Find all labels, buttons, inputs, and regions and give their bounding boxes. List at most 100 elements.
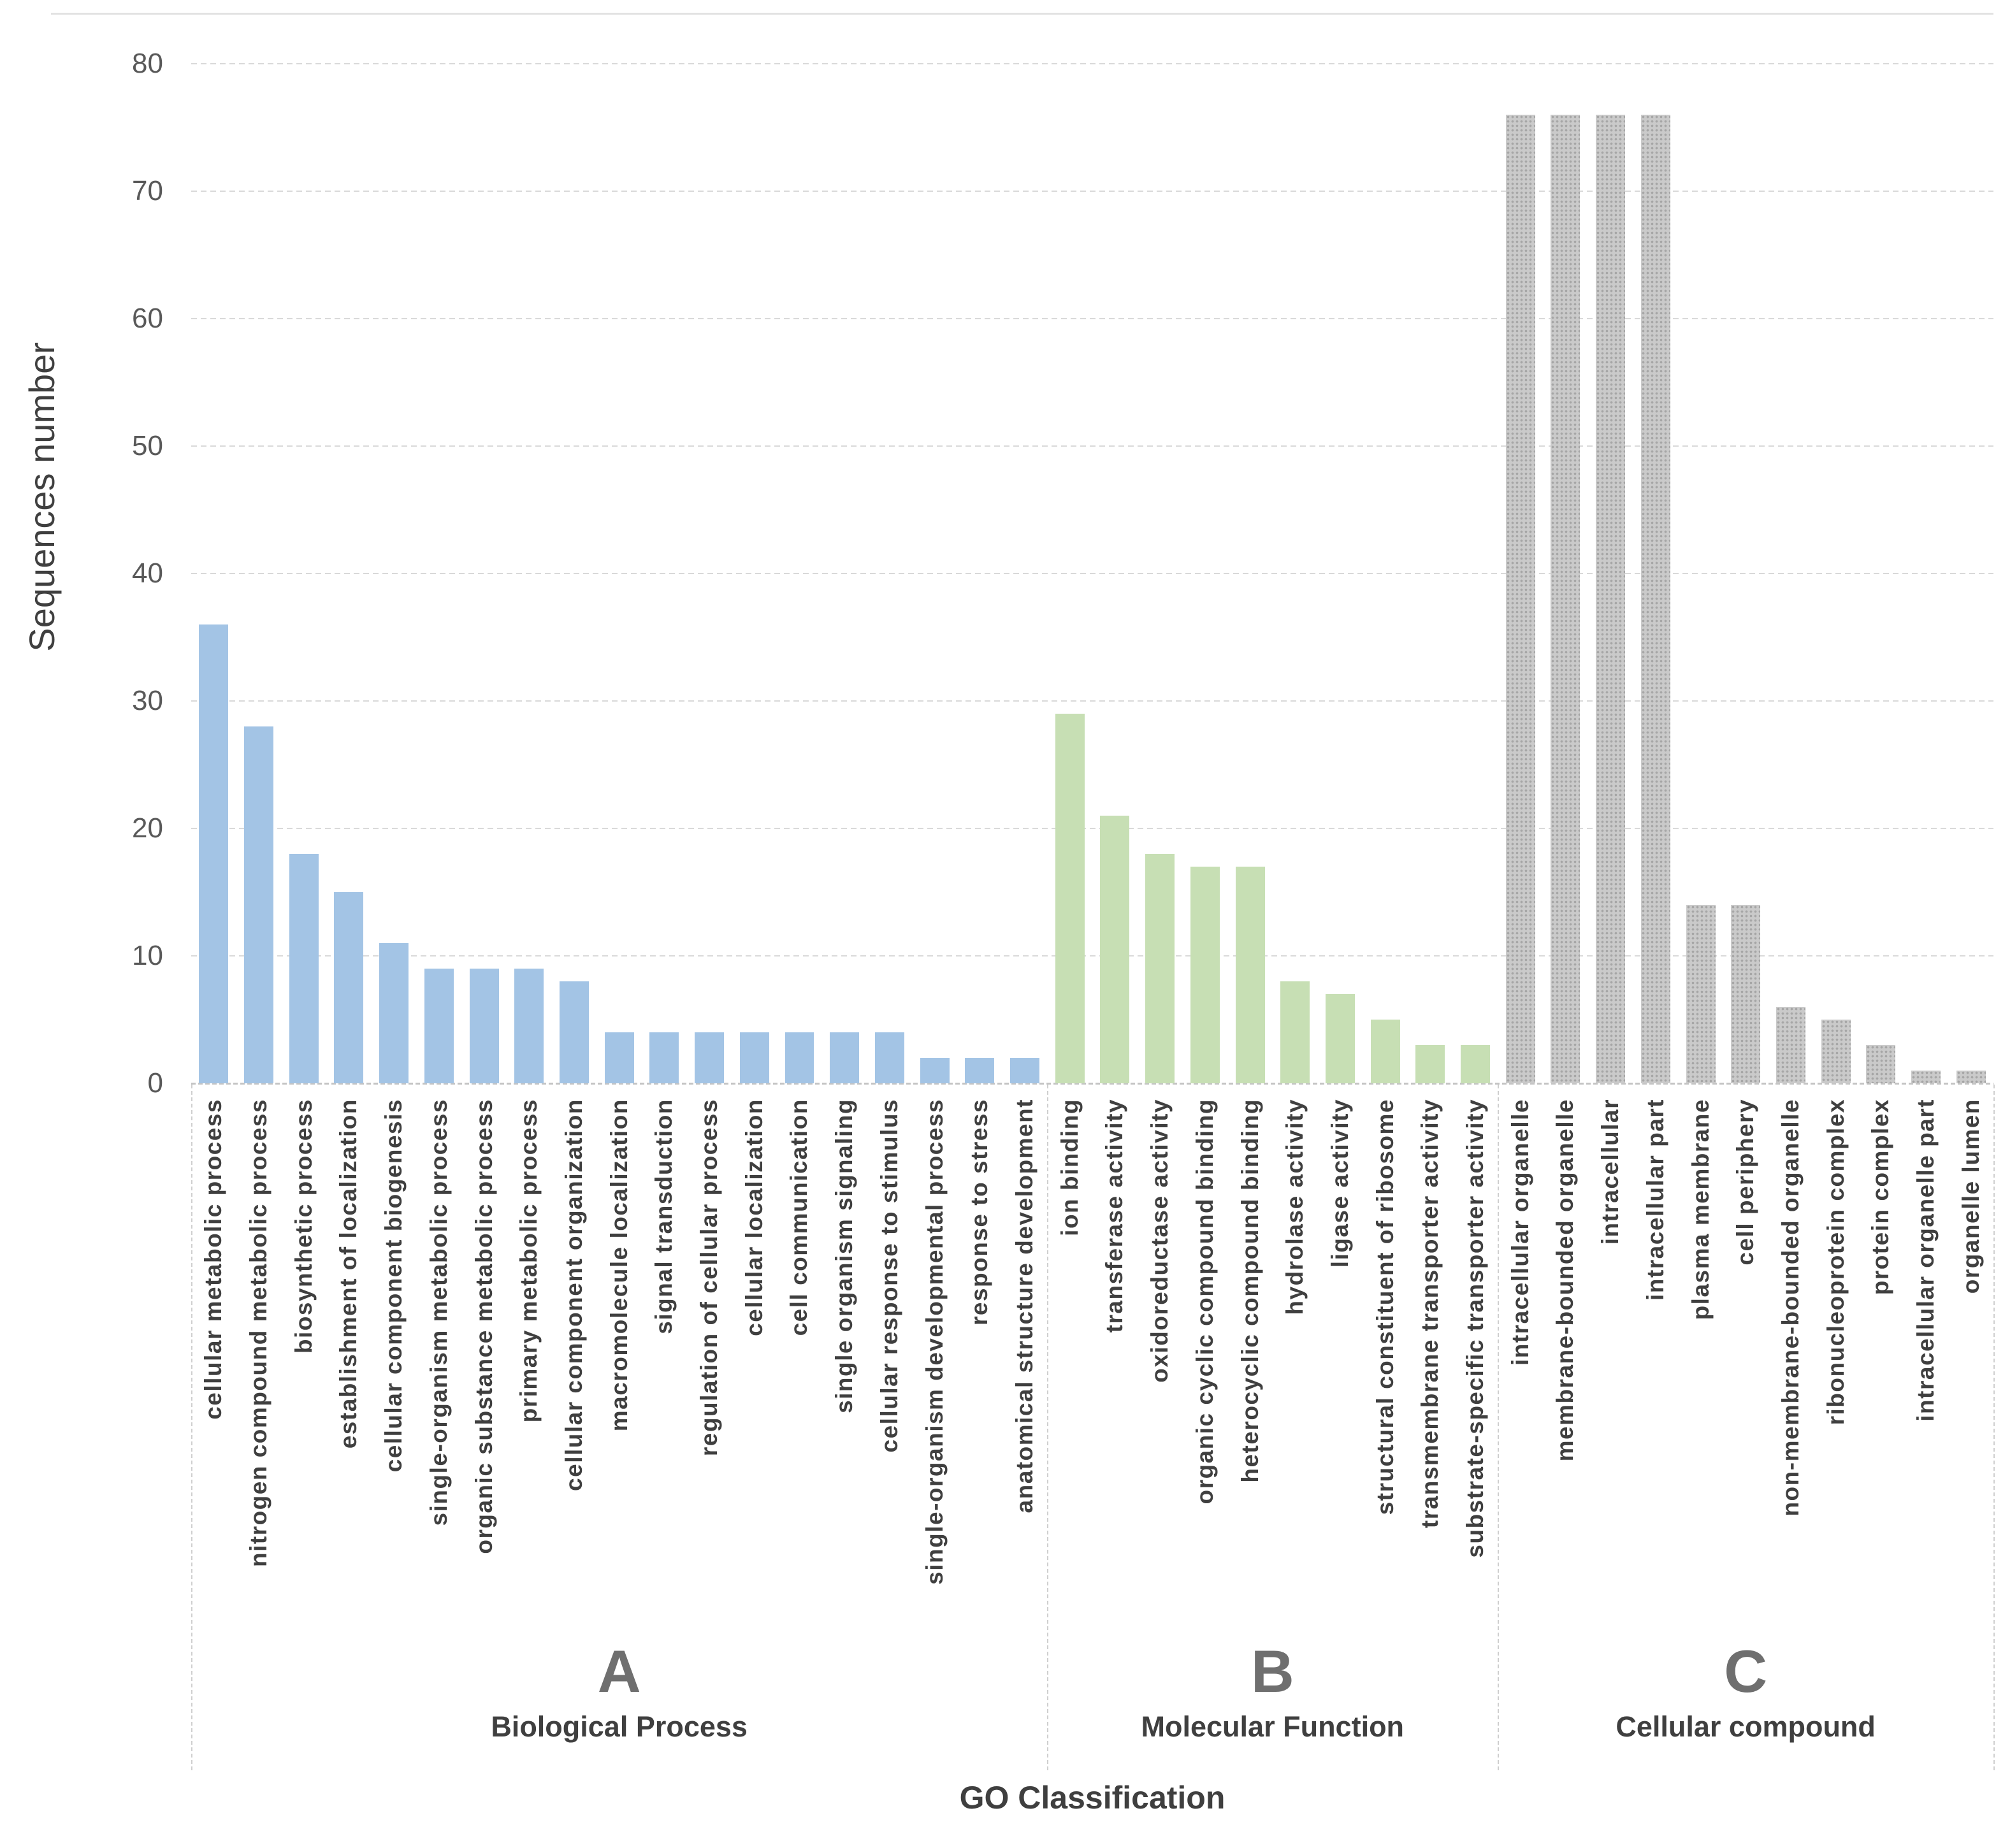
gridline-30 [191, 700, 1993, 702]
bar [379, 943, 409, 1083]
y-axis-tick-label: 40 [132, 558, 163, 589]
y-axis-tick-label: 10 [132, 940, 163, 971]
bar [1280, 981, 1310, 1083]
plot-area [191, 13, 1993, 1085]
y-axis-tick-label: 60 [132, 303, 163, 334]
group-dividers [191, 1085, 1995, 1770]
bar [1640, 115, 1670, 1083]
bars-container [191, 13, 1993, 1083]
group-letter-C: C [1724, 1638, 1768, 1705]
bar-slot [236, 726, 282, 1083]
bar [1100, 816, 1130, 1083]
bar-slot [372, 943, 417, 1083]
y-axis-tick-label: 70 [132, 175, 163, 206]
bar [1461, 1045, 1491, 1083]
bar [965, 1058, 995, 1083]
bar [199, 624, 229, 1083]
bar [1235, 867, 1265, 1083]
bar [1370, 1020, 1400, 1083]
bar-slot [1813, 1020, 1858, 1083]
bar-slot [1948, 1071, 1993, 1083]
bar-slot [1633, 115, 1679, 1083]
bar-slot [1904, 1071, 1949, 1083]
bar-slot [867, 1032, 913, 1083]
bar [1010, 1058, 1039, 1083]
bar-slot [1182, 867, 1227, 1083]
bar [334, 892, 364, 1083]
bar [1055, 714, 1085, 1083]
bar-slot [1543, 115, 1588, 1083]
gridline-50 [191, 445, 1993, 447]
gridline-40 [191, 573, 1993, 574]
bar-slot [1227, 867, 1273, 1083]
bar [469, 969, 499, 1083]
bar-slot [1678, 905, 1723, 1083]
bar-slot [1318, 994, 1363, 1083]
bar-slot [1723, 905, 1768, 1083]
bar [514, 969, 544, 1083]
group-divider [191, 1085, 192, 1770]
bar-slot [1002, 1058, 1048, 1083]
bar [1956, 1071, 1986, 1083]
bar-slot [191, 624, 236, 1083]
group-name: Biological Process [491, 1710, 748, 1743]
gridline-10 [191, 955, 1993, 956]
chart-top-border [51, 13, 1993, 15]
bar-slot [597, 1032, 642, 1083]
y-axis-tick-label: 80 [132, 48, 163, 79]
group-name: Molecular Function [1141, 1710, 1405, 1743]
bar [1325, 994, 1355, 1083]
bar [830, 1032, 860, 1083]
x-axis-title: GO Classification [959, 1780, 1226, 1816]
bar [649, 1032, 679, 1083]
bar-slot [822, 1032, 867, 1083]
bar [739, 1032, 769, 1083]
y-axis-tick-label: 50 [132, 430, 163, 461]
bar-slot [1047, 714, 1092, 1083]
bar [289, 854, 319, 1083]
bar [920, 1058, 950, 1083]
bar-slot [687, 1032, 732, 1083]
bar-slot [642, 1032, 687, 1083]
bar-slot [552, 981, 597, 1083]
bar [604, 1032, 634, 1083]
bar [424, 969, 454, 1083]
bar-slot [1273, 981, 1318, 1083]
bar [1190, 867, 1220, 1083]
bar-slot [1408, 1045, 1453, 1083]
bar-slot [912, 1058, 957, 1083]
group-divider [1498, 1085, 1500, 1770]
bar-slot [1498, 115, 1543, 1083]
bar-slot [1092, 816, 1138, 1083]
group-label-B: B Molecular Function [1047, 1642, 1498, 1743]
group-label-A: A Biological Process [191, 1642, 1047, 1743]
bar-slot [1453, 1045, 1498, 1083]
bar-slot [281, 854, 326, 1083]
bar [1415, 1045, 1445, 1083]
bar [1821, 1020, 1851, 1083]
x-axis-line [191, 1083, 1993, 1085]
bar-slot [957, 1058, 1002, 1083]
bar-slot [461, 969, 507, 1083]
group-divider [1047, 1085, 1049, 1770]
bar-slot [507, 969, 552, 1083]
bar [874, 1032, 904, 1083]
bar-slot [732, 1032, 777, 1083]
bar [1505, 115, 1535, 1083]
group-letter-B: B [1250, 1638, 1294, 1705]
bar-slot [1858, 1045, 1904, 1083]
y-axis-tick-label: 30 [132, 685, 163, 716]
group-labels-row: A Biological Process B Molecular Function C C… [191, 1642, 1993, 1743]
bar [1775, 1007, 1805, 1083]
bar [1145, 854, 1175, 1083]
bar [244, 726, 274, 1083]
y-axis-tick-label: 0 [147, 1067, 163, 1099]
bar [1596, 115, 1626, 1083]
bar [1866, 1045, 1896, 1083]
bar [1551, 115, 1580, 1083]
group-label-C: C Cellular compound [1498, 1642, 1993, 1743]
bar [1686, 905, 1716, 1083]
bar-slot [1588, 115, 1633, 1083]
bar [695, 1032, 725, 1083]
bar [1911, 1071, 1941, 1083]
